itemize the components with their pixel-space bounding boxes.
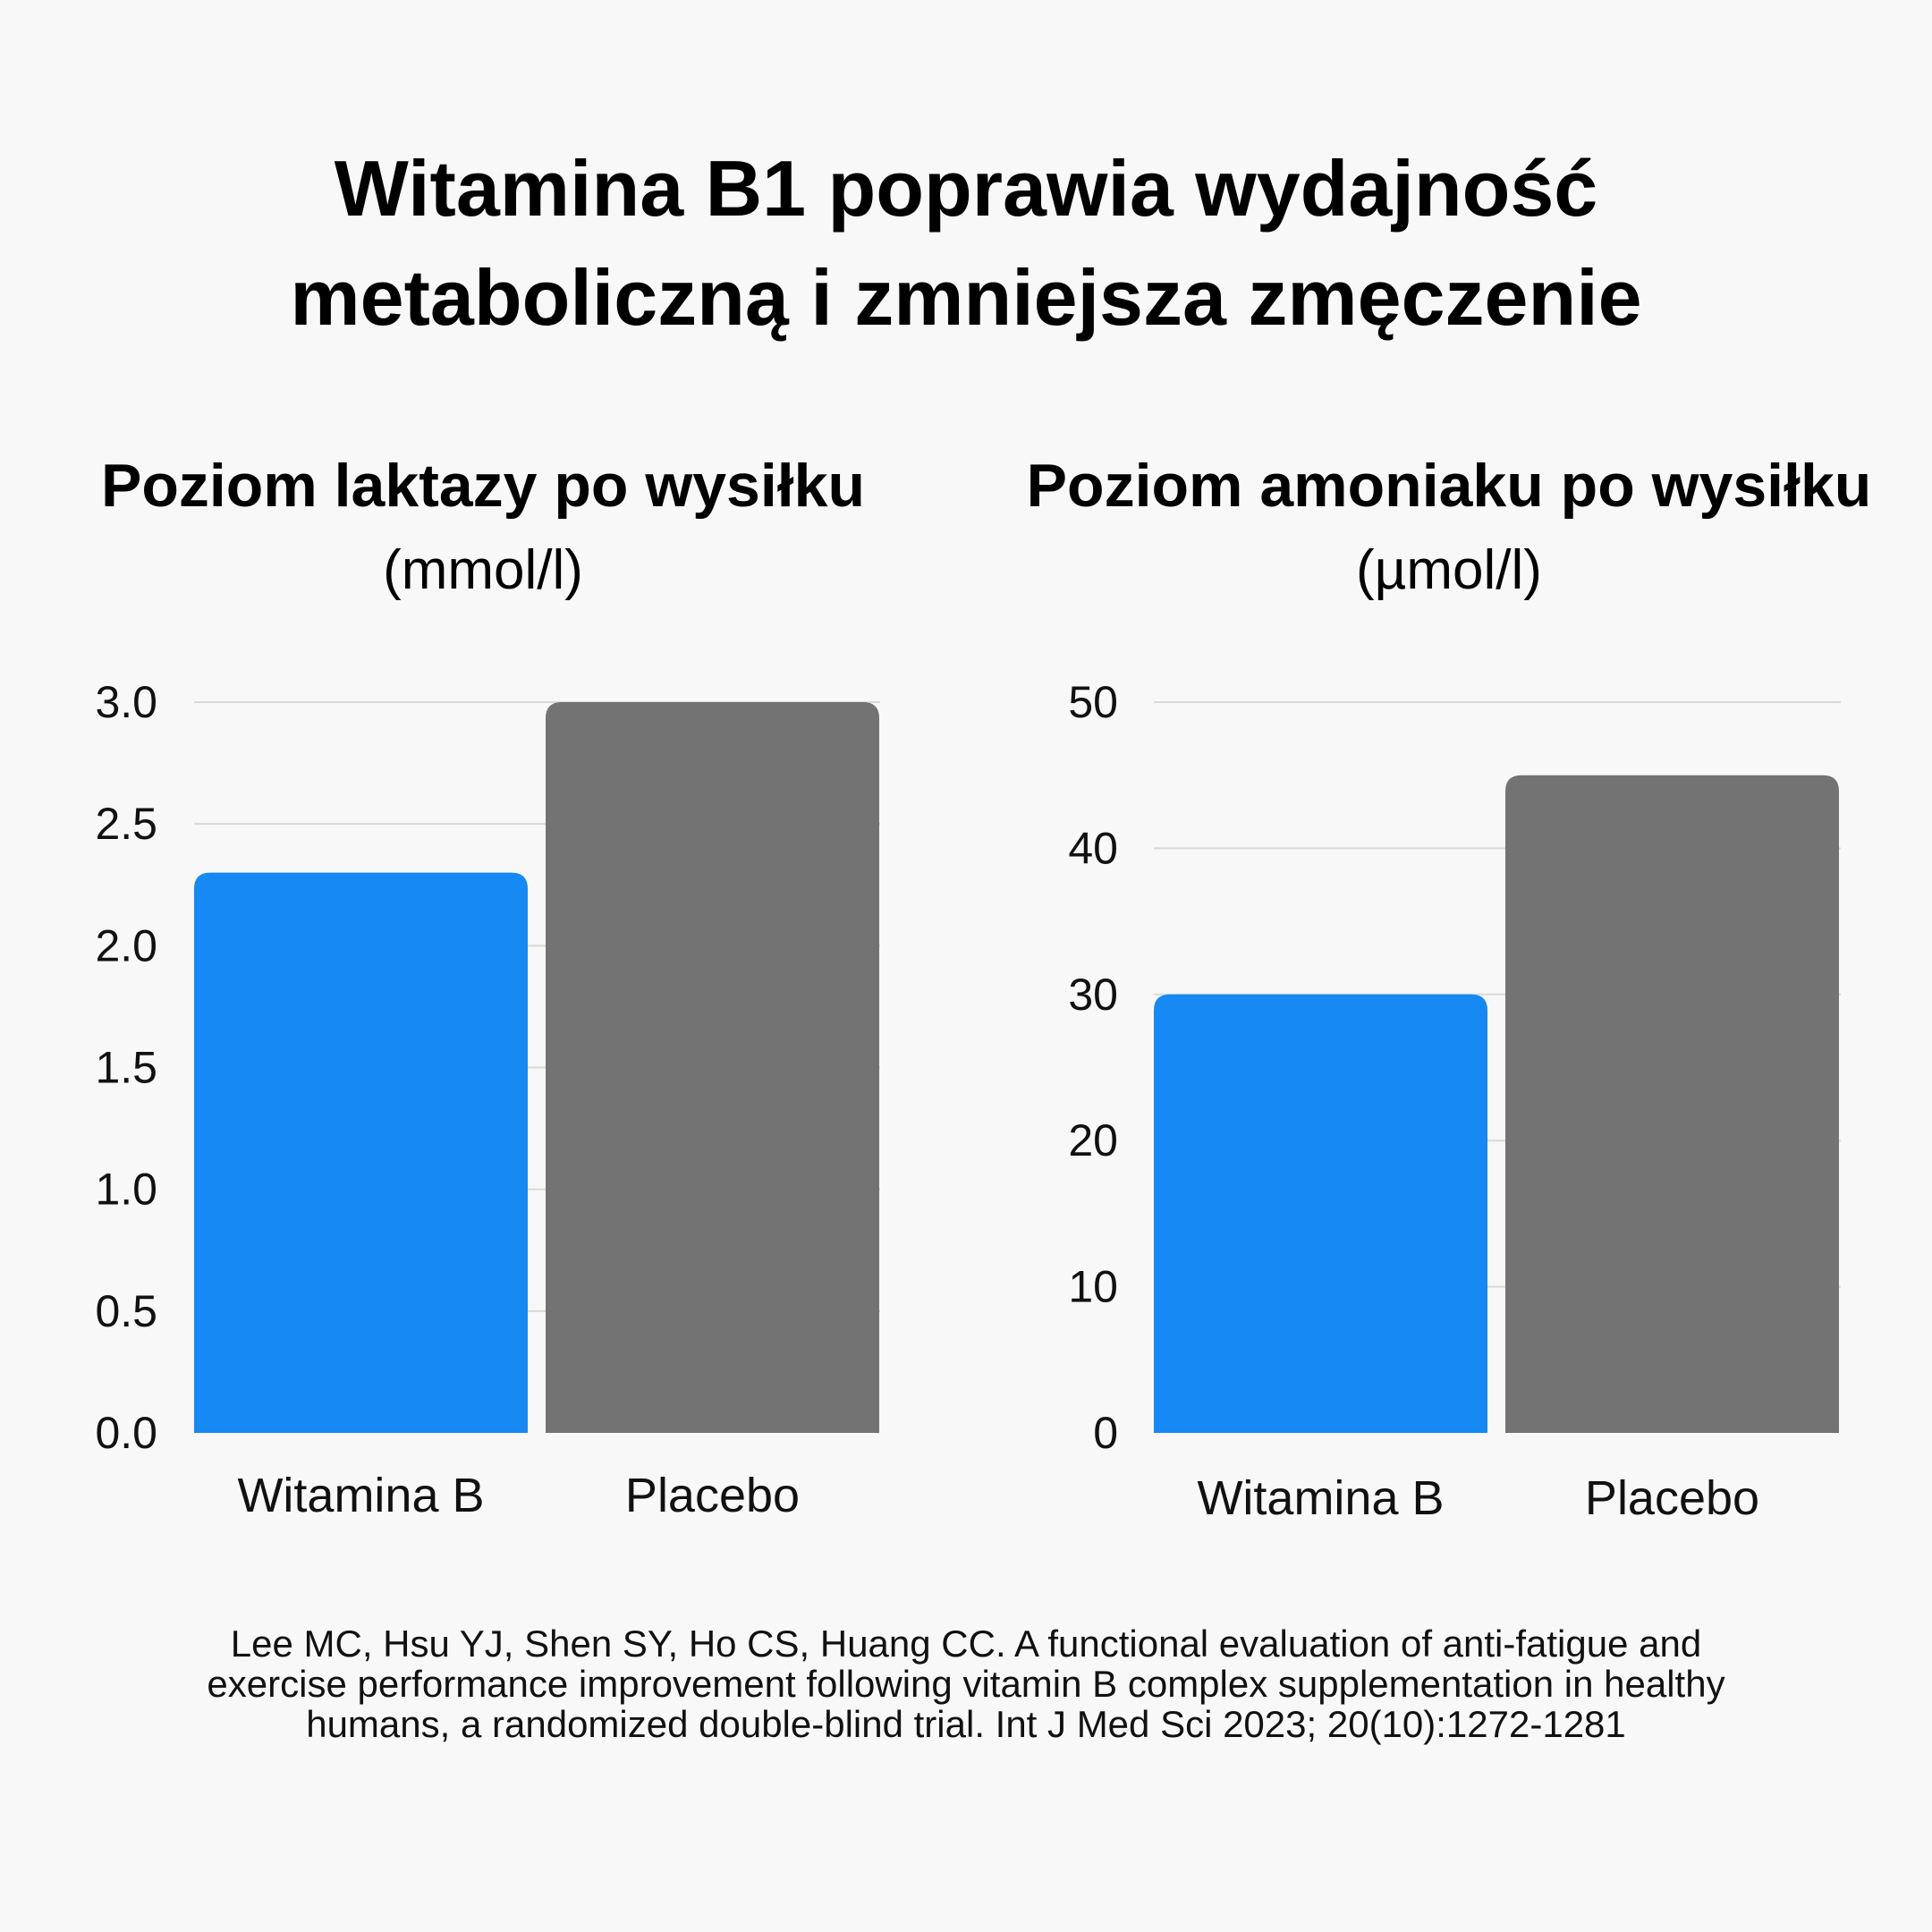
ammonia-y-tick-label: 50: [1068, 677, 1118, 727]
page-title-line-2: metaboliczną i zmniejsza zmęczenie: [290, 253, 1642, 342]
ammonia-bar-witamina-b: [1154, 994, 1487, 1433]
lactate-y-tick-label: 1.0: [95, 1165, 157, 1215]
lactate-y-tick-label: 2.0: [95, 920, 157, 970]
ammonia-bar-chart: 0 10 20 30 40 50 Witamina B Placebo: [1068, 677, 1841, 1525]
ammonia-chart-title: Poziom amoniaku po wysiłku: [1026, 452, 1872, 520]
ammonia-chart-unit: (µmol/l): [1356, 539, 1542, 601]
citation-line-1: Lee MC, Hsu YJ, Shen SY, Ho CS, Huang CC…: [230, 1623, 1702, 1665]
lactate-chart-title: Poziom laktazy po wysiłku: [100, 452, 866, 520]
lactate-category-label: Witamina B: [237, 1469, 484, 1522]
lactate-bar-witamina-b: [194, 872, 528, 1433]
lactate-y-tick-label: 0.0: [95, 1408, 157, 1458]
lactate-bar-placebo: [546, 702, 879, 1433]
lactate-y-tick-label: 3.0: [95, 677, 157, 727]
ammonia-y-tick-label: 30: [1068, 970, 1118, 1020]
ammonia-y-tick-label: 40: [1068, 823, 1118, 873]
page-title: Witamina B1 poprawia wydajność metabolic…: [0, 134, 1932, 352]
ammonia-category-label: Placebo: [1585, 1471, 1759, 1525]
page-title-line-1: Witamina B1 poprawia wydajność: [334, 144, 1598, 233]
lactate-y-tick-label: 1.5: [95, 1043, 157, 1093]
citation: Lee MC, Hsu YJ, Shen SY, Ho CS, Huang CC…: [72, 1623, 1860, 1744]
lactate-y-tick-label: 2.5: [95, 799, 157, 849]
citation-line-3: humans, a randomized double-blind trial.…: [306, 1703, 1626, 1745]
ammonia-y-tick-label: 20: [1068, 1115, 1118, 1165]
citation-line-2: exercise performance improvement followi…: [207, 1663, 1725, 1705]
ammonia-y-tick-label: 10: [1068, 1262, 1118, 1312]
lactate-bar-chart: 0.0 0.5 1.0 1.5 2.0 2.5 3.0 Witamina B Placebo: [95, 677, 880, 1522]
lactate-chart-unit: (mmol/l): [383, 539, 583, 601]
ammonia-bar-placebo: [1505, 775, 1839, 1433]
lactate-y-tick-label: 0.5: [95, 1286, 157, 1336]
lactate-category-label: Placebo: [625, 1469, 800, 1522]
ammonia-y-tick-label: 0: [1093, 1408, 1118, 1458]
ammonia-category-label: Witamina B: [1197, 1471, 1444, 1525]
